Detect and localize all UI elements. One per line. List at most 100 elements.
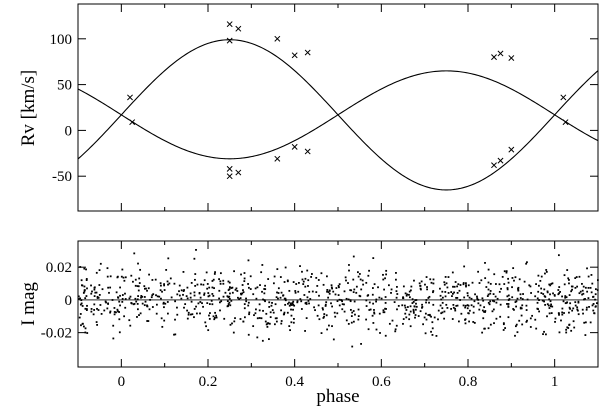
- residual-point: [214, 316, 216, 319]
- residual-point: [596, 302, 598, 305]
- residual-point: [167, 312, 169, 315]
- residual-point: [489, 300, 492, 303]
- residual-point: [568, 323, 571, 326]
- primary-rv-point: [508, 55, 515, 61]
- residual-point: [507, 294, 510, 297]
- residual-point: [144, 287, 146, 290]
- residual-point: [365, 318, 368, 321]
- residual-point: [244, 316, 246, 319]
- residual-point: [577, 300, 580, 303]
- residual-point: [94, 291, 97, 294]
- residual-point: [109, 311, 111, 314]
- rv-plot-frame: [77, 3, 599, 212]
- residual-point: [405, 309, 408, 311]
- residual-point: [563, 312, 565, 314]
- residual-point: [558, 286, 561, 288]
- residual-point: [151, 306, 154, 308]
- residual-point: [466, 307, 469, 310]
- residual-point: [501, 275, 504, 278]
- residual-point: [148, 273, 150, 276]
- residual-point: [129, 295, 132, 298]
- residual-point: [396, 308, 398, 311]
- residual-point: [584, 334, 587, 336]
- residual-point: [318, 294, 320, 297]
- residual-point: [195, 248, 197, 251]
- residual-point: [432, 278, 435, 281]
- residual-point: [141, 302, 144, 305]
- residual-point: [521, 304, 524, 307]
- residual-point: [382, 309, 385, 312]
- residual-point: [466, 304, 469, 306]
- residual-point: [134, 278, 137, 281]
- residual-point: [582, 285, 585, 288]
- residual-point: [195, 305, 197, 308]
- residual-point: [290, 308, 292, 311]
- residual-point: [596, 279, 599, 282]
- residual-point: [219, 280, 222, 283]
- residual-point: [268, 322, 271, 325]
- residual-point: [507, 306, 510, 308]
- residual-point: [368, 269, 370, 272]
- residual-point: [144, 300, 147, 303]
- residual-point: [456, 304, 459, 307]
- residual-point: [525, 320, 528, 323]
- residual-point: [203, 293, 206, 296]
- residual-point: [240, 293, 243, 296]
- residual-point: [433, 316, 436, 319]
- residual-point: [245, 297, 247, 300]
- residual-point: [243, 277, 246, 280]
- residual-point: [576, 285, 579, 288]
- residual-point: [446, 286, 449, 289]
- residual-point: [521, 298, 524, 300]
- residual-point: [283, 311, 286, 314]
- residual-point: [515, 323, 518, 326]
- residual-point: [79, 313, 82, 315]
- residual-point: [570, 285, 573, 288]
- residual-point: [417, 315, 420, 317]
- residual-point: [327, 296, 330, 299]
- residual-point: [209, 312, 211, 314]
- residual-point: [519, 307, 522, 310]
- residual-point: [441, 311, 444, 314]
- residual-point: [118, 300, 121, 303]
- residual-point: [109, 310, 112, 313]
- residual-point: [186, 317, 189, 320]
- residual-point: [429, 314, 431, 317]
- residual-point: [197, 302, 200, 305]
- imag-panel: 0 0.2 0.4 0.6 0.8 1 -0.02 0 0.02 I mag phase: [18, 240, 599, 407]
- residual-point: [563, 283, 566, 286]
- residual-point: [470, 297, 473, 300]
- residual-point: [544, 272, 546, 275]
- residual-point: [441, 307, 444, 310]
- residual-point: [272, 282, 275, 285]
- residual-point: [190, 300, 193, 303]
- residual-point: [426, 286, 428, 288]
- residual-point: [502, 323, 505, 326]
- residual-point: [458, 289, 461, 292]
- residual-point: [193, 294, 196, 297]
- secondary-rv-point: [491, 162, 497, 169]
- residual-point: [591, 282, 594, 285]
- residual-point: [582, 292, 585, 295]
- residual-point: [299, 265, 301, 268]
- residual-point: [308, 290, 311, 293]
- residual-point: [517, 289, 520, 292]
- residual-point: [162, 302, 165, 305]
- residual-point: [589, 321, 592, 324]
- residual-point: [80, 284, 83, 287]
- residual-point: [593, 312, 596, 315]
- residual-point: [511, 296, 514, 299]
- residual-point: [226, 300, 229, 303]
- residual-point: [514, 325, 517, 328]
- residual-point: [472, 305, 475, 308]
- residual-point: [163, 284, 166, 287]
- residual-point: [549, 300, 552, 303]
- residual-point: [264, 284, 266, 287]
- residual-point: [516, 331, 519, 334]
- residual-point: [124, 298, 127, 300]
- residual-point: [234, 288, 237, 291]
- y-tick-label: 0.02: [46, 260, 72, 276]
- residual-point: [187, 311, 190, 314]
- residual-point: [375, 298, 378, 301]
- residual-point: [345, 297, 348, 300]
